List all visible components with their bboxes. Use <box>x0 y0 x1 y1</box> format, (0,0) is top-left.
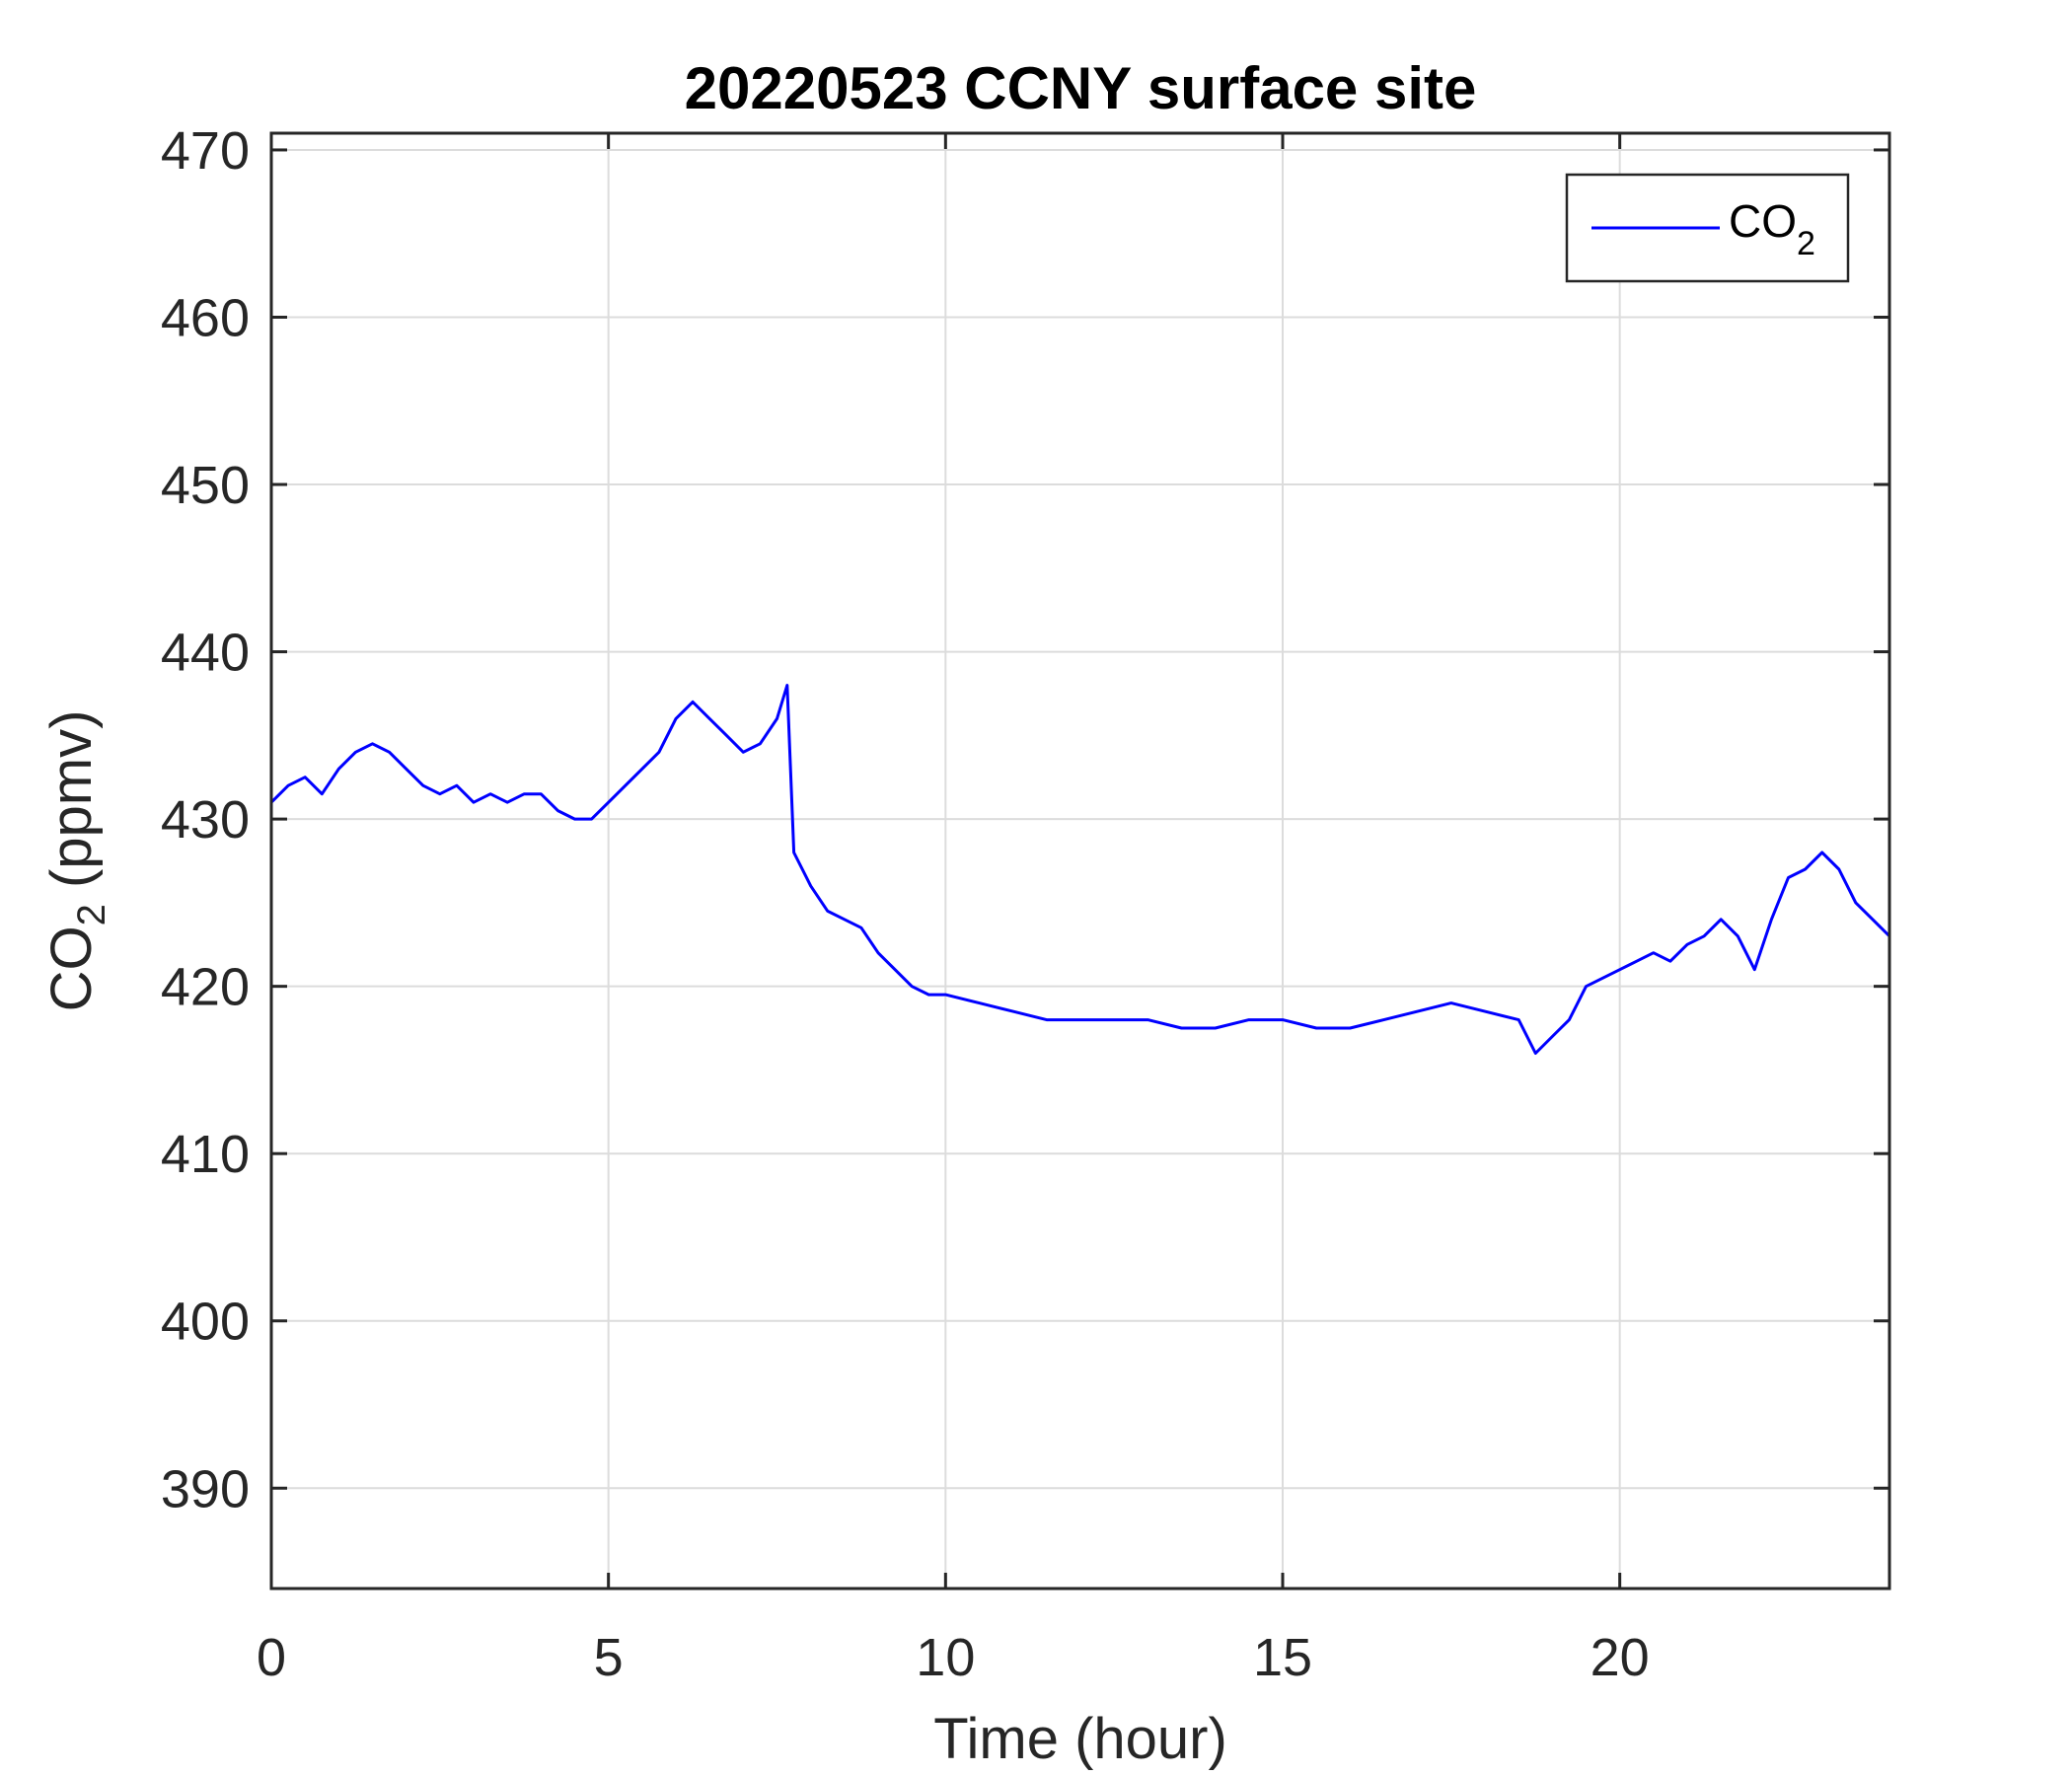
series-layer <box>269 684 1891 1055</box>
legend: CO2 <box>1565 173 1850 283</box>
y-axis-label-main: CO <box>39 925 104 1011</box>
y-axis-label-sub: 2 <box>70 904 113 925</box>
legend-label-main: CO <box>1729 195 1797 247</box>
y-tick-label: 450 <box>161 456 250 515</box>
legend-entry: CO2 <box>1729 195 1815 262</box>
y-tick-label: 440 <box>161 624 250 683</box>
y-tick-label: 410 <box>161 1125 250 1184</box>
y-tick-label: 430 <box>161 790 250 850</box>
y-tick-label: 420 <box>161 958 250 1017</box>
x-tick-label: 10 <box>916 1628 975 1687</box>
legend-label-sub: 2 <box>1797 225 1815 262</box>
y-axis-label: CO2 (ppmv) <box>39 710 113 1012</box>
x-tick-labels: 0 5 10 15 20 <box>257 1628 1650 1687</box>
y-axis-label-suffix: (ppmv) <box>39 710 104 905</box>
series-line-co2 <box>269 684 1891 1055</box>
y-tick-label: 470 <box>161 121 250 181</box>
y-tick-label: 400 <box>161 1293 250 1352</box>
x-tick-label: 15 <box>1253 1628 1312 1687</box>
tick-marks <box>269 133 1889 1589</box>
axes-box <box>269 131 1891 1591</box>
y-tick-labels: 390 400 410 420 430 440 450 460 470 <box>161 121 250 1518</box>
gridlines <box>271 133 1889 1589</box>
y-tick-label: 460 <box>161 288 250 347</box>
chart-title: 20220523 CCNY surface site <box>685 55 1477 121</box>
plot-area <box>271 133 1889 1589</box>
y-tick-label: 390 <box>161 1459 250 1518</box>
x-tick-label: 5 <box>594 1628 624 1687</box>
x-axis-label: Time (hour) <box>933 1707 1227 1771</box>
x-tick-label: 0 <box>257 1628 286 1687</box>
x-tick-label: 20 <box>1591 1628 1650 1687</box>
